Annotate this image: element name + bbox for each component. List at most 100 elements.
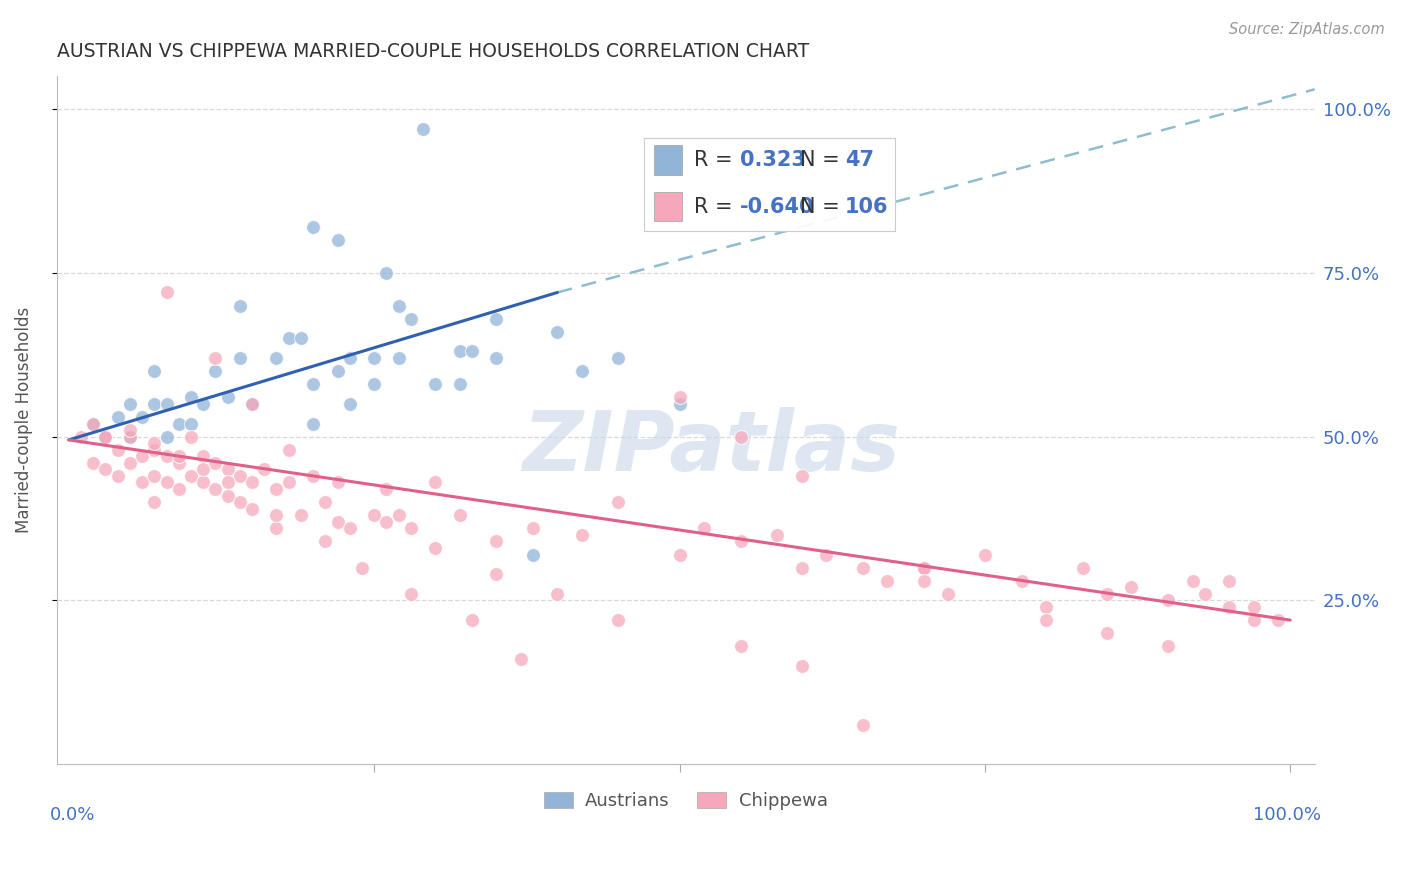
Point [668,397,690,411]
Point [485,351,508,365]
Point [193,475,215,490]
Point [449,508,471,523]
Point [399,587,422,601]
Point [131,409,153,424]
Point [217,489,239,503]
Point [388,351,411,365]
Point [607,613,630,627]
Point [131,475,153,490]
Point [82,417,104,431]
Point [204,351,226,365]
Point [607,351,630,365]
Point [302,469,325,483]
Point [314,534,336,549]
Text: 100.0%: 100.0% [1253,805,1322,823]
Point [339,521,361,535]
Point [229,469,252,483]
Point [302,377,325,392]
Point [449,377,471,392]
Point [229,299,252,313]
Point [118,429,141,443]
Point [350,560,373,574]
Point [107,409,129,424]
Point [193,450,215,464]
Point [266,521,288,535]
Point [217,462,239,476]
Point [180,390,202,404]
Point [277,475,299,490]
Text: 47: 47 [845,150,873,170]
Point [302,219,325,234]
Point [82,456,104,470]
Point [461,613,484,627]
Point [485,534,508,549]
Point [277,442,299,457]
Bar [654,145,682,175]
Text: -0.640: -0.640 [740,196,814,217]
Point [118,423,141,437]
Legend: Austrians, Chippewa: Austrians, Chippewa [537,784,835,817]
Point [522,521,544,535]
Y-axis label: Married-couple Households: Married-couple Households [15,307,32,533]
Text: R =: R = [695,196,740,217]
Point [936,587,959,601]
Point [143,436,166,450]
Point [302,417,325,431]
Point [912,560,935,574]
Point [314,495,336,509]
Text: 106: 106 [845,196,889,217]
Point [546,325,568,339]
Point [522,548,544,562]
Point [167,450,190,464]
Point [229,495,252,509]
Point [180,417,202,431]
Point [730,534,752,549]
Point [449,344,471,359]
Point [973,548,995,562]
Point [266,508,288,523]
Point [571,364,593,378]
Text: 0.323: 0.323 [740,150,806,170]
Point [339,397,361,411]
Point [326,475,349,490]
Point [107,442,129,457]
Point [217,390,239,404]
Point [607,495,630,509]
Point [1194,587,1216,601]
Point [509,652,531,666]
Point [912,574,935,588]
Point [1071,560,1094,574]
Point [693,521,716,535]
Point [167,417,190,431]
Point [155,397,177,411]
Point [82,417,104,431]
Point [461,344,484,359]
Point [375,482,398,496]
Point [266,482,288,496]
Point [1035,599,1057,614]
Point [1095,626,1118,640]
Point [815,548,838,562]
Point [339,351,361,365]
Point [388,508,411,523]
Point [326,364,349,378]
Point [155,429,177,443]
Point [167,456,190,470]
Point [1218,574,1240,588]
Text: R =: R = [695,150,740,170]
Point [912,560,935,574]
Point [1157,640,1180,654]
Point [229,351,252,365]
Point [790,560,813,574]
Point [485,311,508,326]
Point [425,541,447,555]
Point [143,397,166,411]
Point [180,429,202,443]
Point [143,469,166,483]
Text: ZIPatlas: ZIPatlas [522,408,900,488]
Point [118,429,141,443]
Point [326,233,349,247]
Point [253,462,276,476]
Point [143,442,166,457]
Point [1243,599,1265,614]
